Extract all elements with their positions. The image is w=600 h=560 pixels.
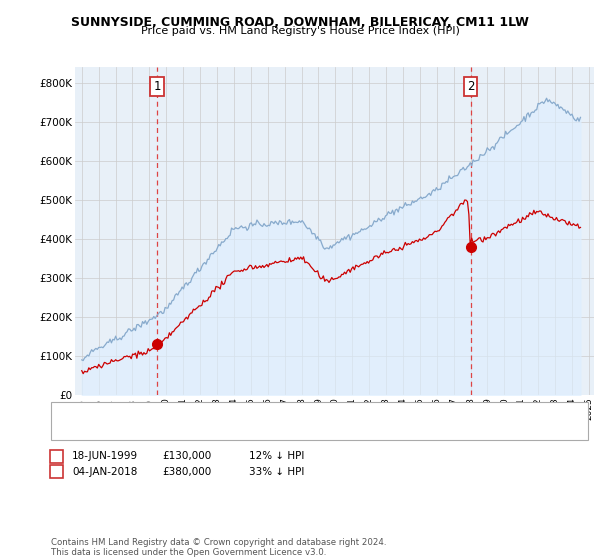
Text: SUNNYSIDE, CUMMING ROAD, DOWNHAM, BILLERICAY, CM11 1LW: SUNNYSIDE, CUMMING ROAD, DOWNHAM, BILLER… — [71, 16, 529, 29]
Text: SUNNYSIDE, CUMMING ROAD, DOWNHAM, BILLERICAY, CM11 1LW (detached house): SUNNYSIDE, CUMMING ROAD, DOWNHAM, BILLER… — [83, 408, 481, 417]
Text: 33% ↓ HPI: 33% ↓ HPI — [249, 466, 304, 477]
Text: 04-JAN-2018: 04-JAN-2018 — [72, 466, 137, 477]
Text: ———: ——— — [59, 425, 92, 435]
Text: HPI: Average price, detached house, Chelmsford: HPI: Average price, detached house, Chel… — [83, 426, 314, 435]
Text: Price paid vs. HM Land Registry's House Price Index (HPI): Price paid vs. HM Land Registry's House … — [140, 26, 460, 36]
Text: 18-JUN-1999: 18-JUN-1999 — [72, 451, 138, 461]
Text: 2: 2 — [53, 466, 60, 477]
Text: £380,000: £380,000 — [162, 466, 211, 477]
Text: 2: 2 — [467, 80, 475, 93]
Text: 12% ↓ HPI: 12% ↓ HPI — [249, 451, 304, 461]
Text: Contains HM Land Registry data © Crown copyright and database right 2024.
This d: Contains HM Land Registry data © Crown c… — [51, 538, 386, 557]
Text: 1: 1 — [53, 451, 60, 461]
Text: £130,000: £130,000 — [162, 451, 211, 461]
Text: ———: ——— — [59, 407, 92, 417]
Text: 1: 1 — [154, 80, 161, 93]
